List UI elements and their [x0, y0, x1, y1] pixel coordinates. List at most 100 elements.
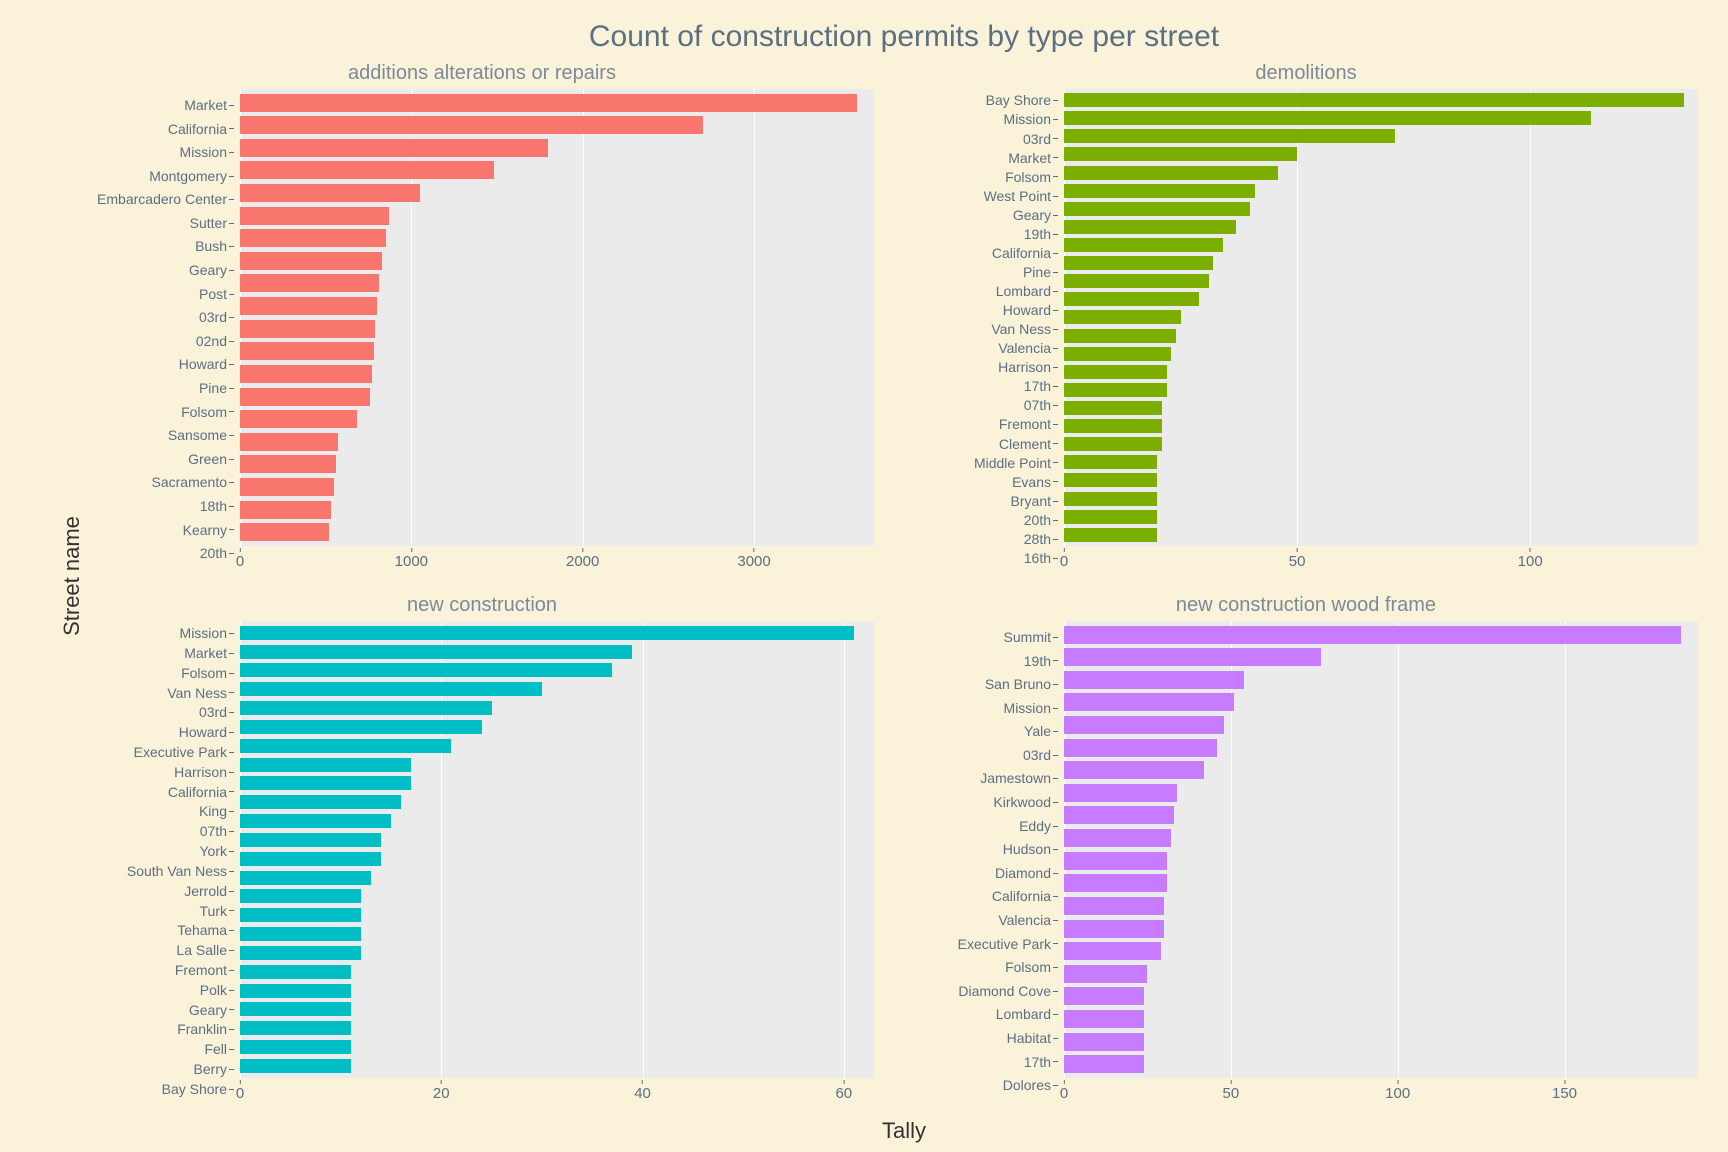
- category-label: 19th: [914, 654, 1058, 669]
- category-label: Eddy: [914, 819, 1058, 834]
- bar: [1064, 401, 1162, 415]
- x-tick: 150: [1552, 1080, 1577, 1102]
- bar: [1064, 437, 1162, 451]
- bar: [240, 478, 334, 496]
- category-label: 20th: [914, 513, 1058, 528]
- category-label: 28th: [914, 532, 1058, 547]
- category-label: Van Ness: [914, 322, 1058, 337]
- x-tick: 100: [1385, 1080, 1410, 1102]
- bar: [240, 927, 361, 941]
- category-label: Executive Park: [90, 745, 234, 760]
- panel-title: new construction: [90, 594, 874, 617]
- category-label: South Van Ness: [90, 864, 234, 879]
- bar: [1064, 965, 1147, 983]
- bars: [1064, 89, 1698, 546]
- category-label: 03rd: [90, 705, 234, 720]
- category-label: Tehama: [90, 923, 234, 938]
- category-label: 03rd: [914, 132, 1058, 147]
- x-tick: 20: [433, 1080, 450, 1102]
- bar: [1064, 238, 1223, 252]
- bar: [240, 433, 338, 451]
- x-axis-ticks: 0204060: [240, 1078, 874, 1102]
- bar: [1064, 111, 1591, 125]
- bar: [1064, 347, 1171, 361]
- bar: [240, 720, 482, 734]
- category-label: 19th: [914, 227, 1058, 242]
- y-axis-label: Street name: [59, 516, 85, 636]
- category-label: Hudson: [914, 842, 1058, 857]
- bar: [1064, 1055, 1144, 1073]
- bar: [1064, 147, 1297, 161]
- x-tick: 3000: [737, 548, 770, 570]
- category-label: Market: [914, 151, 1058, 166]
- category-label: Sacramento: [90, 475, 234, 490]
- bar: [1064, 365, 1167, 379]
- bar: [240, 297, 377, 315]
- x-tick: 50: [1222, 1080, 1239, 1102]
- category-label: Jamestown: [914, 771, 1058, 786]
- bar: [1064, 455, 1157, 469]
- category-label: Howard: [90, 725, 234, 740]
- category-label: Montgomery: [90, 169, 234, 184]
- category-labels: Bay ShoreMission03rdMarketFolsomWest Poi…: [914, 89, 1064, 570]
- x-tick: 0: [1060, 548, 1068, 570]
- bar: [240, 320, 375, 338]
- bar: [240, 758, 411, 772]
- bar: [240, 814, 391, 828]
- bar: [1064, 528, 1157, 542]
- category-label: Turk: [90, 904, 234, 919]
- plot-area: [1064, 89, 1698, 546]
- bar: [1064, 716, 1224, 734]
- bar: [1064, 166, 1278, 180]
- bar: [240, 645, 632, 659]
- category-label: 02nd: [90, 334, 234, 349]
- bar: [1064, 648, 1321, 666]
- bar: [1064, 987, 1144, 1005]
- bar: [240, 701, 492, 715]
- x-tick: 60: [835, 1080, 852, 1102]
- panel-body: MarketCaliforniaMissionMontgomeryEmbarca…: [90, 89, 874, 570]
- category-label: Clement: [914, 437, 1058, 452]
- category-label: California: [90, 122, 234, 137]
- bar: [240, 1021, 351, 1035]
- bar: [240, 663, 612, 677]
- category-labels: Summit19thSan BrunoMissionYale03rdJamest…: [914, 621, 1064, 1102]
- category-label: Geary: [90, 263, 234, 278]
- category-label: Fremont: [914, 417, 1058, 432]
- plot-area: [240, 89, 874, 546]
- category-label: Folsom: [90, 666, 234, 681]
- category-label: Franklin: [90, 1022, 234, 1037]
- category-label: Folsom: [90, 405, 234, 420]
- category-label: King: [90, 804, 234, 819]
- bar: [1064, 1010, 1144, 1028]
- category-label: Harrison: [90, 765, 234, 780]
- bar: [1064, 784, 1177, 802]
- bar: [1064, 626, 1681, 644]
- panel-new_construction: new constructionMissionMarketFolsomVan N…: [90, 594, 874, 1102]
- bar: [1064, 274, 1209, 288]
- category-label: Sutter: [90, 216, 234, 231]
- category-label: Bay Shore: [914, 93, 1058, 108]
- category-label: Middle Point: [914, 456, 1058, 471]
- category-label: 17th: [914, 379, 1058, 394]
- category-label: Lombard: [914, 1007, 1058, 1022]
- bar: [240, 94, 857, 112]
- category-label: Polk: [90, 983, 234, 998]
- bar: [1064, 761, 1204, 779]
- chart-main-title: Count of construction permits by type pe…: [30, 20, 1698, 54]
- panel-wood_frame: new construction wood frameSummit19thSan…: [914, 594, 1698, 1102]
- bar: [240, 739, 451, 753]
- category-label: 03rd: [90, 310, 234, 325]
- bar: [1064, 942, 1161, 960]
- category-label: Mission: [90, 145, 234, 160]
- bar: [240, 1059, 351, 1073]
- bar: [240, 984, 351, 998]
- bar: [1064, 671, 1244, 689]
- bars: [240, 621, 874, 1078]
- bar: [240, 501, 331, 519]
- bar: [240, 965, 351, 979]
- bar: [1064, 383, 1167, 397]
- bar: [240, 365, 372, 383]
- bar: [240, 626, 854, 640]
- category-label: Mission: [914, 112, 1058, 127]
